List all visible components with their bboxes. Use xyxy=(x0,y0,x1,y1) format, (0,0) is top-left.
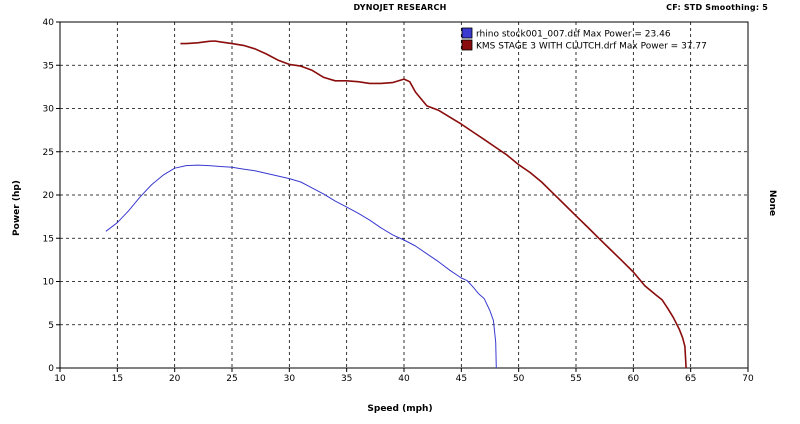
y-tick-label: 10 xyxy=(43,278,55,288)
legend-swatch xyxy=(461,27,473,39)
grid-lines xyxy=(60,22,748,368)
x-tick-label: 60 xyxy=(628,374,640,384)
x-tick-label: 45 xyxy=(456,374,467,384)
x-tick-label: 55 xyxy=(570,374,581,384)
x-tick-label: 10 xyxy=(54,374,66,384)
legend-label: KMS STAGE 3 WITH CLUTCH.drf Max Power = … xyxy=(476,42,707,52)
y-tick-label: 20 xyxy=(43,191,55,201)
x-tick-label: 35 xyxy=(341,374,352,384)
y-axis-label: Power (hp) xyxy=(12,180,22,236)
series-line-2 xyxy=(180,40,687,369)
x-tick-label: 40 xyxy=(398,374,410,384)
x-tick-label: 20 xyxy=(169,374,181,384)
series-line-1 xyxy=(105,164,497,369)
legend: rhino stock001_007.drf Max Power = 23.46… xyxy=(461,27,707,52)
legend-swatch xyxy=(461,39,473,51)
x-tick-labels: 10 15 20 25 30 35 40 45 50 55 60 65 70 xyxy=(54,368,754,384)
y-tick-labels: 0 5 10 15 20 25 30 35 40 xyxy=(43,18,60,374)
x-tick-label: 25 xyxy=(226,374,237,384)
y-axis-right-label: None xyxy=(767,189,777,217)
correction-factor-label: CF: STD Smoothing: 5 xyxy=(666,3,768,12)
x-tick-label: 50 xyxy=(513,374,525,384)
series-lines xyxy=(105,40,687,369)
legend-label: rhino stock001_007.drf Max Power = 23.46 xyxy=(476,30,671,40)
x-axis-label: Speed (mph) xyxy=(367,404,433,414)
y-tick-label: 35 xyxy=(43,61,54,71)
x-tick-label: 70 xyxy=(742,374,754,384)
y-tick-label: 30 xyxy=(43,105,55,115)
x-tick-label: 30 xyxy=(284,374,296,384)
chart-header-title: DYNOJET RESEARCH xyxy=(353,3,447,12)
y-tick-label: 25 xyxy=(43,148,54,158)
x-tick-label: 65 xyxy=(685,374,696,384)
y-tick-label: 40 xyxy=(43,18,55,28)
y-tick-label: 5 xyxy=(48,321,54,331)
y-tick-label: 0 xyxy=(48,364,54,374)
y-tick-label: 15 xyxy=(43,234,54,244)
x-tick-label: 15 xyxy=(112,374,123,384)
